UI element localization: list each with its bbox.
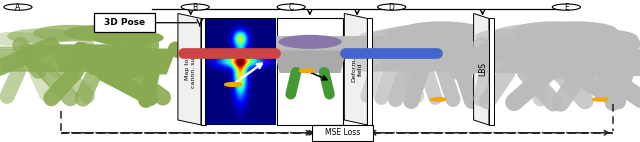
Text: C: C <box>289 3 294 12</box>
Circle shape <box>181 4 209 10</box>
Circle shape <box>64 25 139 41</box>
Polygon shape <box>550 49 640 75</box>
Circle shape <box>4 4 32 10</box>
Bar <box>277 18 343 125</box>
Circle shape <box>512 21 595 40</box>
Circle shape <box>358 30 427 45</box>
Polygon shape <box>391 43 492 70</box>
Text: MSE Loss: MSE Loss <box>324 128 360 137</box>
Circle shape <box>277 4 305 10</box>
Circle shape <box>371 27 445 43</box>
Text: Deform.
field: Deform. field <box>352 57 362 82</box>
Text: 3D Pose: 3D Pose <box>104 18 145 27</box>
Polygon shape <box>499 44 609 72</box>
Polygon shape <box>367 18 372 125</box>
Text: B: B <box>193 3 198 12</box>
Text: LBS: LBS <box>478 62 487 76</box>
Polygon shape <box>481 45 586 72</box>
Polygon shape <box>20 45 120 71</box>
Polygon shape <box>0 47 88 71</box>
Polygon shape <box>474 13 489 125</box>
Polygon shape <box>521 44 631 72</box>
Circle shape <box>431 98 446 101</box>
Text: E: E <box>564 3 569 12</box>
Polygon shape <box>201 18 206 125</box>
Circle shape <box>385 24 463 41</box>
Circle shape <box>300 69 315 73</box>
Circle shape <box>593 98 608 101</box>
Text: Map to
canon. surf.: Map to canon. surf. <box>186 51 196 88</box>
Polygon shape <box>275 51 346 72</box>
Circle shape <box>552 4 580 10</box>
Polygon shape <box>81 49 175 74</box>
Circle shape <box>225 83 241 86</box>
Polygon shape <box>489 18 494 125</box>
FancyBboxPatch shape <box>95 13 155 32</box>
Circle shape <box>494 24 572 41</box>
Circle shape <box>378 4 406 10</box>
Circle shape <box>475 28 547 44</box>
Polygon shape <box>376 44 472 70</box>
Circle shape <box>563 29 637 46</box>
Circle shape <box>534 21 618 40</box>
Polygon shape <box>344 13 367 125</box>
Text: D: D <box>388 3 395 12</box>
Circle shape <box>400 21 483 40</box>
Polygon shape <box>178 13 201 125</box>
Polygon shape <box>0 49 56 71</box>
Circle shape <box>7 28 76 44</box>
Polygon shape <box>364 46 453 71</box>
Circle shape <box>33 25 108 41</box>
Circle shape <box>92 30 164 46</box>
Circle shape <box>278 35 342 49</box>
Polygon shape <box>463 48 558 72</box>
Polygon shape <box>350 48 435 71</box>
Text: A: A <box>15 3 20 12</box>
FancyBboxPatch shape <box>312 125 372 141</box>
Polygon shape <box>51 45 151 71</box>
Circle shape <box>0 32 46 46</box>
